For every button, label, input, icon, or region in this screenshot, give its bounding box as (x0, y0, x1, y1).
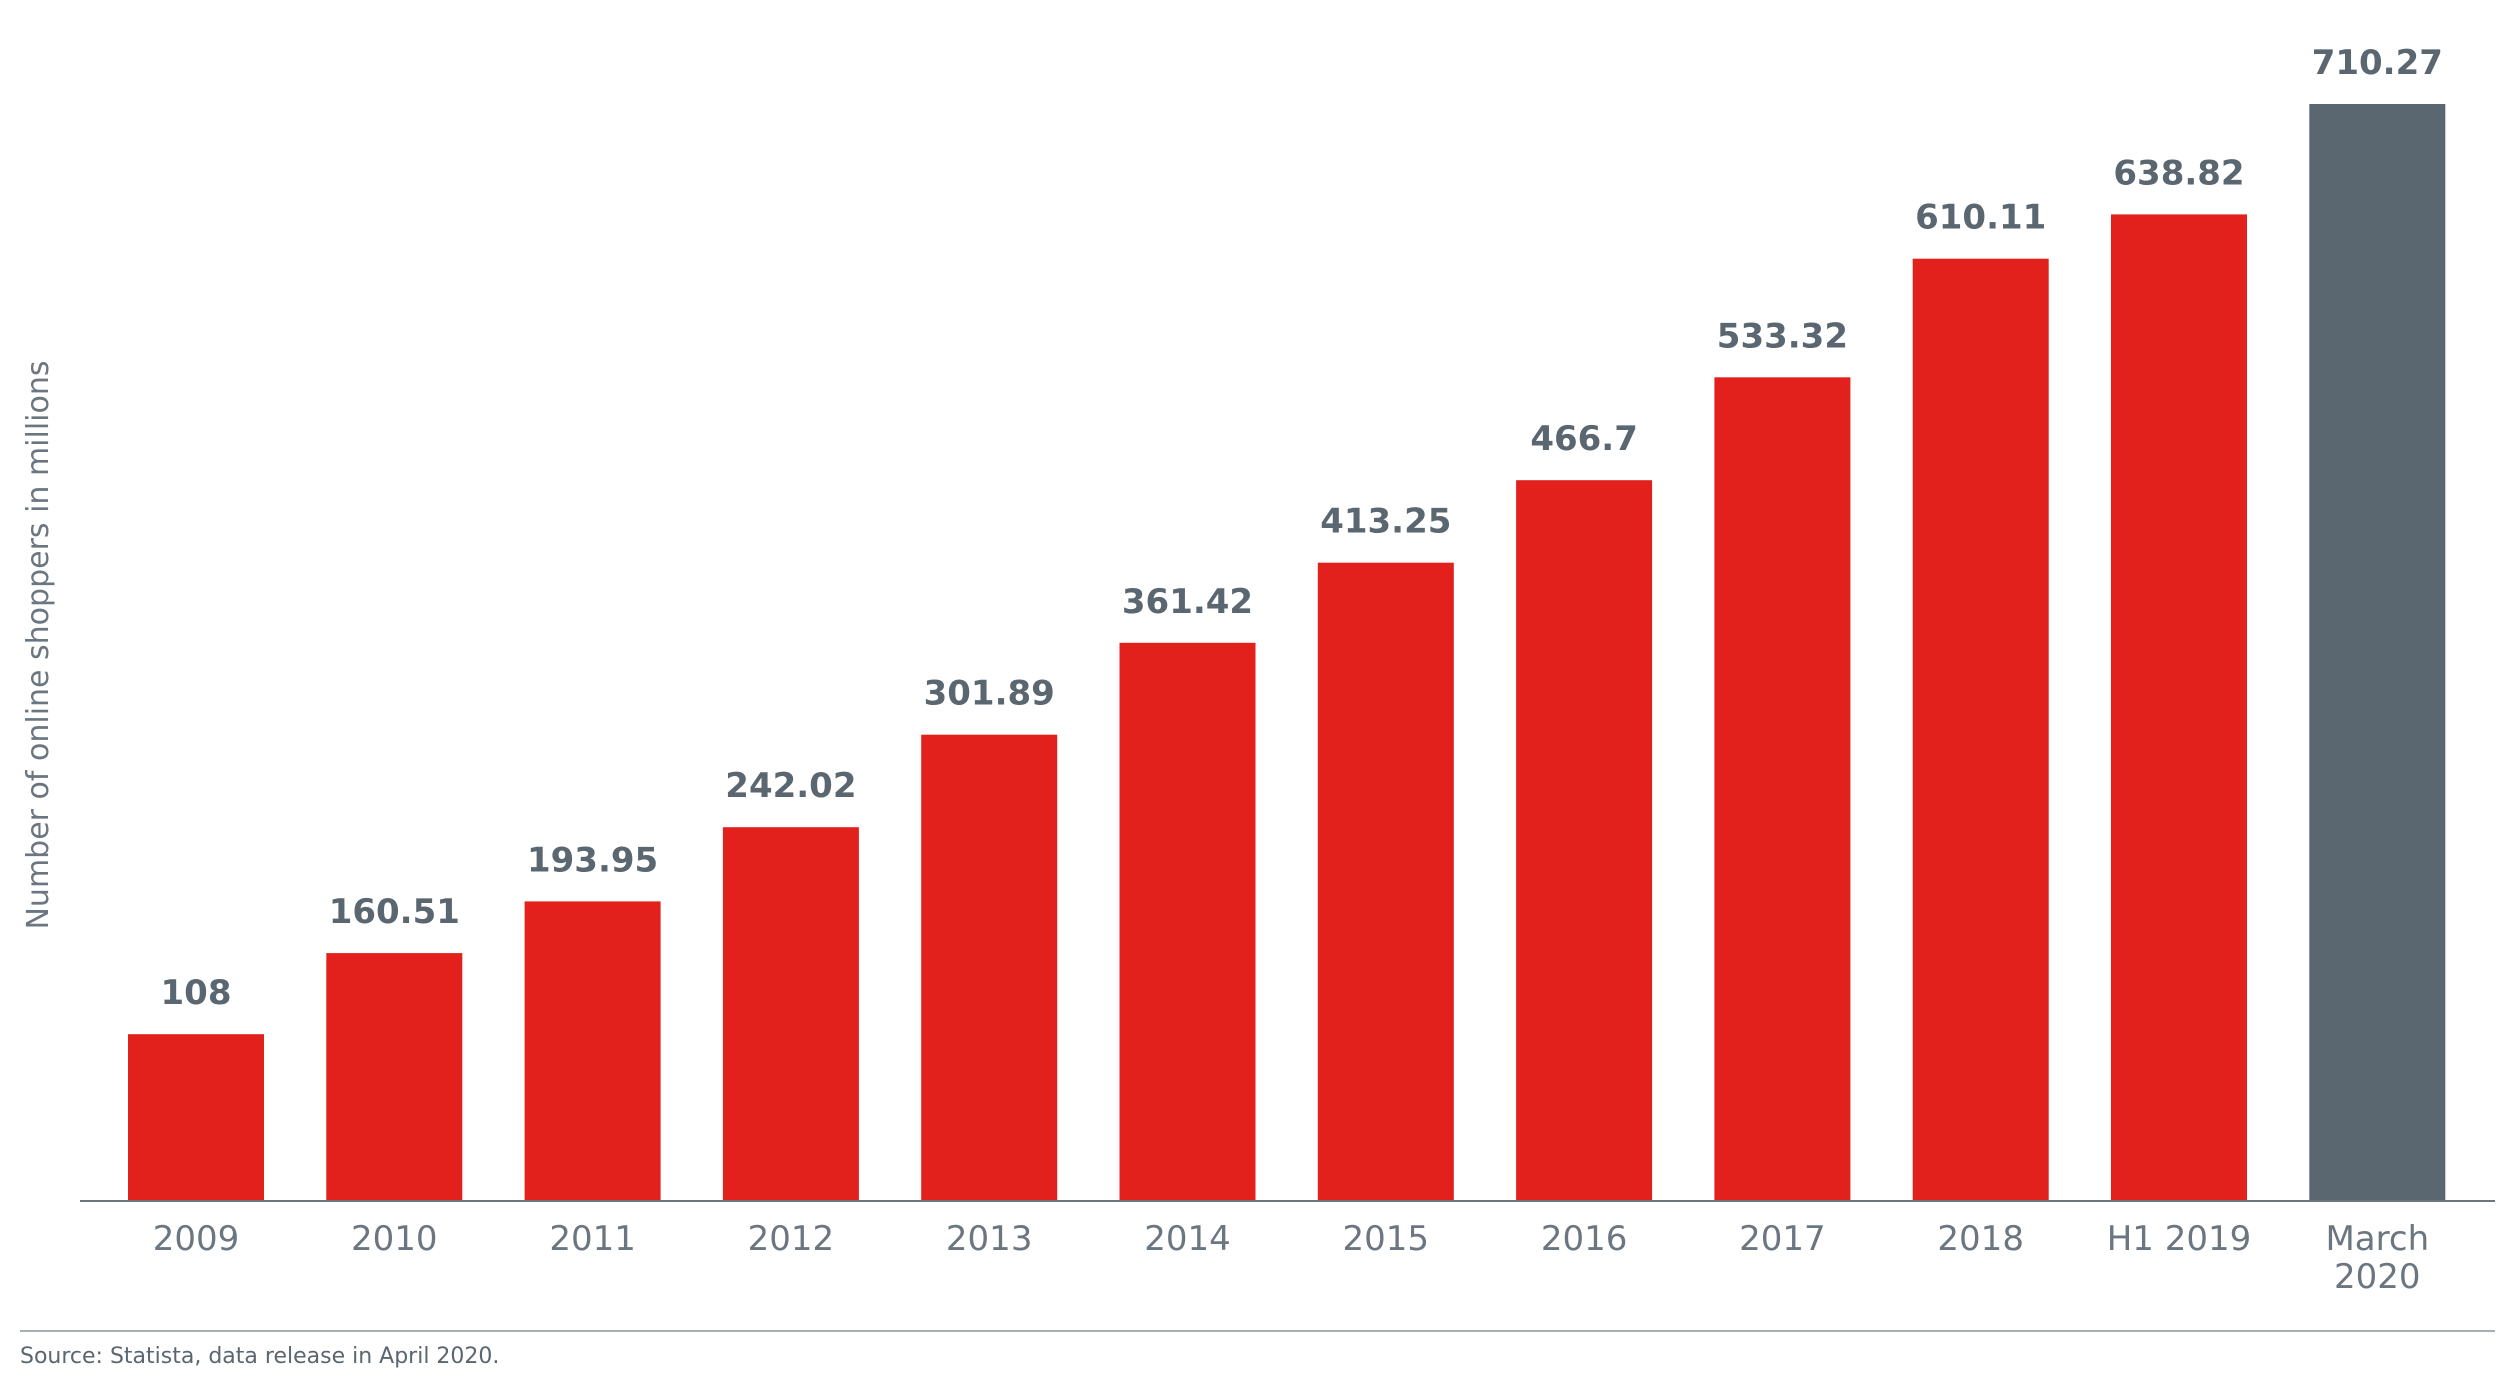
x-tick-label-line: 2009 (153, 1219, 240, 1259)
x-tick-label: 2018 (1937, 1219, 2024, 1259)
value-label: 301.89 (924, 674, 1055, 714)
x-tick-label-line: 2011 (549, 1219, 636, 1259)
x-tick-labels-group: 2009 2010 2011 2012 2013 2014 2015 2016 2017 2018… (153, 1219, 2429, 1297)
x-tick-label-line: 2014 (1144, 1219, 1231, 1259)
x-tick-label: 2017 (1739, 1219, 1826, 1259)
y-axis-label: Number of online shoppers in millions (21, 360, 56, 929)
x-tick-label: March 2020 (2325, 1219, 2429, 1297)
bar-2011 (524, 901, 661, 1201)
value-label: 108 (161, 973, 232, 1013)
bar-2009 (128, 1034, 264, 1201)
x-tick-label-line: 2010 (351, 1219, 438, 1259)
x-tick-label: 2010 (351, 1219, 438, 1259)
x-tick-label-line: 2016 (1541, 1219, 1628, 1259)
x-tick-label: 2012 (748, 1219, 835, 1259)
bar-march-2020 (2309, 104, 2446, 1201)
x-tick-label: 2013 (946, 1219, 1033, 1259)
source-note: Source: Statista, data release in April … (20, 1344, 500, 1369)
x-tick-label: 2011 (549, 1219, 636, 1259)
value-label: 638.82 (2113, 153, 2244, 193)
value-labels-group: 108 160.51 193.95 242.02 301.89 361.42 413.25 4… (161, 43, 2443, 1013)
value-label: 361.42 (1122, 582, 1253, 622)
x-tick-label-line: March (2325, 1219, 2429, 1259)
bar-2013 (921, 734, 1058, 1201)
value-label: 610.11 (1915, 198, 2046, 238)
x-tick-label-line: 2017 (1739, 1219, 1826, 1259)
value-label: 533.32 (1717, 316, 1848, 356)
value-label: 710.27 (2312, 43, 2443, 83)
bar-2014 (1119, 642, 1256, 1201)
x-tick-label: 2009 (153, 1219, 240, 1259)
x-tick-label: 2015 (1343, 1219, 1430, 1259)
x-tick-label-line: 2012 (748, 1219, 835, 1259)
bar-2018 (1912, 258, 2049, 1201)
value-label: 193.95 (527, 840, 658, 880)
bar-2016 (1516, 480, 1653, 1201)
value-label: 160.51 (329, 892, 460, 932)
x-tick-label: 2016 (1541, 1219, 1628, 1259)
bars-group (128, 104, 2446, 1201)
x-tick-label-line: 2013 (946, 1219, 1033, 1259)
value-label: 242.02 (725, 766, 856, 806)
bar-2012 (722, 827, 859, 1201)
value-label: 413.25 (1320, 502, 1451, 542)
x-tick-label-line: 2020 (2334, 1257, 2421, 1297)
value-label: 466.7 (1530, 419, 1638, 459)
x-tick-label: H1 2019 (2107, 1219, 2252, 1259)
bar-2015 (1317, 562, 1454, 1201)
bar-2010 (326, 953, 463, 1201)
x-tick-label-line: 2018 (1937, 1219, 2024, 1259)
x-tick-label-line: H1 2019 (2107, 1219, 2252, 1259)
x-tick-label-line: 2015 (1343, 1219, 1430, 1259)
bar-2017 (1714, 377, 1851, 1201)
x-tick-label: 2014 (1144, 1219, 1231, 1259)
bar-h1-2019 (2111, 214, 2247, 1201)
